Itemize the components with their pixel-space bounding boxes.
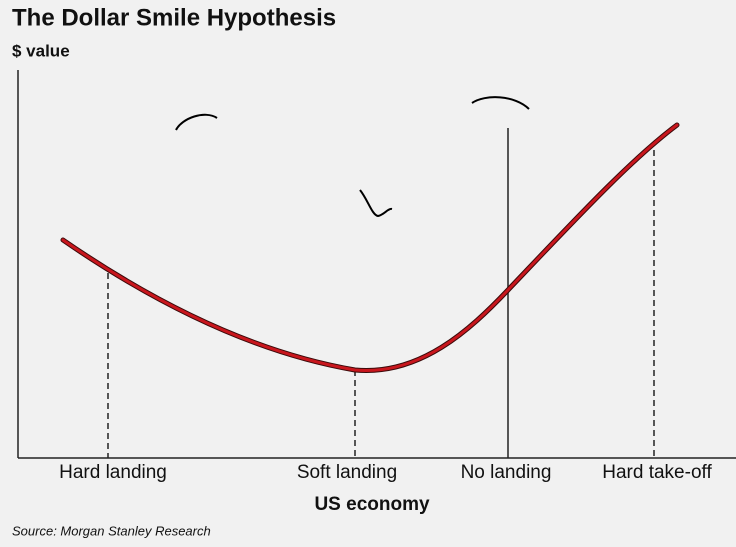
category-label: Hard take-off	[602, 462, 712, 483]
title: The Dollar Smile Hypothesis	[12, 4, 336, 31]
y-axis-label: $ value	[12, 41, 70, 60]
category-label: Hard landing	[59, 462, 167, 483]
smile-curve	[61, 123, 679, 373]
category-label: No landing	[461, 462, 552, 483]
doodle	[175, 113, 218, 131]
doodle	[359, 189, 393, 218]
source: Source: Morgan Stanley Research	[12, 523, 211, 538]
doodle	[471, 96, 530, 110]
category-label: Soft landing	[297, 462, 397, 483]
x-axis-label: US economy	[314, 494, 430, 515]
